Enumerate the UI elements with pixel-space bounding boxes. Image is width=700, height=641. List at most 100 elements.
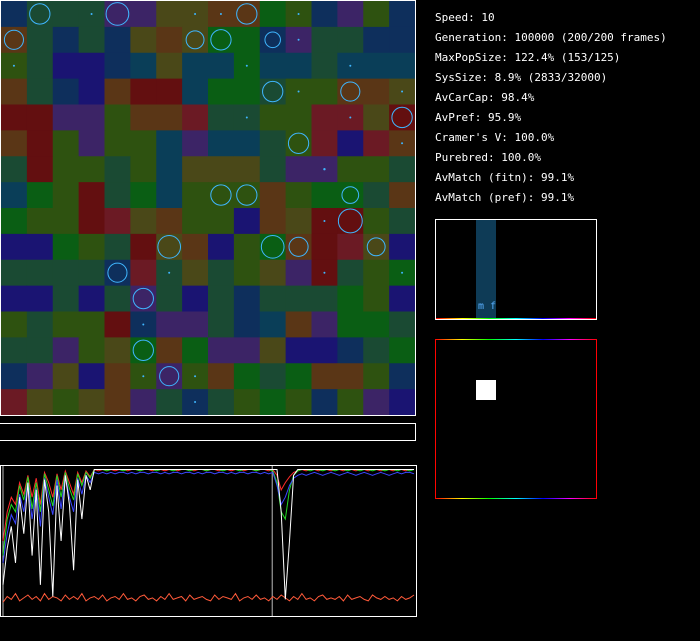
history-series-orange — [2, 592, 415, 603]
grid-cell — [363, 363, 390, 390]
organism — [401, 90, 404, 93]
grid-cell — [156, 130, 183, 157]
grid-cell — [182, 78, 209, 106]
grid-cell — [182, 52, 209, 80]
grid-cell — [104, 285, 131, 313]
grid-cell — [285, 363, 313, 390]
stat-syssize: SysSize: 8.9% (2833/32000) — [435, 71, 608, 84]
grid-cell — [104, 26, 131, 54]
grid-cell — [208, 311, 235, 338]
grid-cell — [311, 78, 338, 106]
stat-avmatch-pref: AvMatch (pref): 99.1% — [435, 191, 575, 204]
organism — [194, 375, 197, 378]
grid-cell — [104, 104, 131, 131]
organism — [366, 237, 386, 257]
grid-cell — [389, 363, 415, 390]
organism — [132, 287, 154, 310]
grid-cell — [1, 259, 28, 287]
grid-cell — [78, 104, 106, 131]
grid-cell — [311, 1, 338, 28]
grid-cell — [208, 182, 235, 209]
grid-cell — [182, 259, 209, 287]
organism — [323, 271, 326, 274]
grid-cell — [130, 233, 157, 261]
organism — [262, 80, 284, 103]
grid-cell — [259, 311, 287, 338]
organism — [260, 234, 285, 259]
grid-cell — [26, 285, 54, 313]
stat-purebred: Purebred: 100.0% — [435, 151, 541, 164]
grid-cell — [337, 1, 364, 28]
grid-cell — [182, 156, 209, 183]
grid-cell — [363, 1, 390, 28]
grid-cell — [78, 156, 106, 183]
grid-cell — [1, 156, 28, 183]
grid-cell — [182, 208, 209, 235]
grid-cell — [52, 285, 80, 313]
grid-cell — [78, 52, 106, 80]
grid-cell — [208, 156, 235, 183]
grid-cell — [233, 156, 261, 183]
grid-cell — [52, 259, 80, 287]
grid-cell — [363, 285, 390, 313]
grid-cell — [337, 259, 364, 287]
grid-cell — [233, 1, 261, 28]
organism — [142, 375, 145, 378]
stat-generation: Generation: 100000 (200/200 frames) — [435, 31, 667, 44]
grid-cell — [363, 78, 390, 106]
grid-cell — [259, 78, 287, 106]
trait-map-marker — [476, 380, 496, 400]
grid-cell — [130, 259, 157, 287]
grid-cell — [311, 389, 338, 415]
organism — [168, 271, 171, 274]
grid-cell — [363, 52, 390, 80]
stat-cramers-v: Cramer's V: 100.0% — [435, 131, 555, 144]
grid-cell — [285, 104, 313, 131]
organism — [210, 184, 232, 206]
grid-cell — [1, 389, 28, 415]
grid-cell — [389, 104, 415, 131]
grid-cell — [259, 182, 287, 209]
organism — [349, 116, 352, 119]
grid-cell — [337, 311, 364, 338]
grid-cell — [52, 182, 80, 209]
grid-cell — [1, 104, 28, 131]
organism — [323, 168, 326, 171]
grid-cell — [389, 233, 415, 261]
organism — [159, 366, 180, 387]
grid-cell — [233, 259, 261, 287]
grid-cell — [52, 78, 80, 106]
grid-cell — [233, 389, 261, 415]
grid-cell — [285, 337, 313, 364]
stats-panel: Speed: 10 Generation: 100000 (200/200 fr… — [435, 8, 667, 208]
grid-cell — [363, 104, 390, 131]
grid-cell — [208, 52, 235, 80]
grid-cell — [233, 208, 261, 235]
grid-cell — [337, 208, 364, 235]
grid-cell — [26, 130, 54, 157]
grid-cell — [130, 26, 157, 54]
world-grid-canvas — [1, 1, 415, 415]
organism — [194, 401, 197, 404]
world-grid[interactable] — [0, 0, 416, 416]
grid-cell — [26, 259, 54, 287]
history-series-white — [2, 469, 414, 600]
history-graph — [0, 465, 417, 617]
grid-cell — [285, 285, 313, 313]
grid-cell — [259, 233, 287, 261]
grid-cell — [1, 130, 28, 157]
grid-cell — [285, 208, 313, 235]
grid-cell — [208, 259, 235, 287]
grid-cell — [156, 285, 183, 313]
organism — [297, 38, 300, 41]
grid-cell — [389, 182, 415, 209]
grid-cell — [104, 337, 131, 364]
organism — [29, 3, 51, 25]
grid-cell — [26, 26, 54, 54]
organism — [401, 271, 404, 274]
organism — [107, 262, 128, 283]
grid-cell — [259, 337, 287, 364]
history-series-blue — [2, 471, 415, 563]
grid-cell — [208, 285, 235, 313]
grid-cell — [208, 363, 235, 390]
